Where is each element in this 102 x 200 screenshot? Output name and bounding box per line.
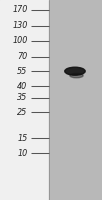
Text: 130: 130 xyxy=(12,21,28,30)
Text: 70: 70 xyxy=(17,52,28,61)
Text: 35: 35 xyxy=(17,94,28,102)
Bar xyxy=(49,0,102,200)
Text: 15: 15 xyxy=(17,134,28,143)
Bar xyxy=(0,0,49,200)
Text: 10: 10 xyxy=(17,149,28,158)
Ellipse shape xyxy=(70,73,83,78)
Text: 55: 55 xyxy=(17,67,28,76)
Text: 170: 170 xyxy=(12,5,28,14)
Ellipse shape xyxy=(65,67,85,75)
Text: 100: 100 xyxy=(12,36,28,45)
Text: 25: 25 xyxy=(17,108,28,117)
Text: 40: 40 xyxy=(17,82,28,91)
